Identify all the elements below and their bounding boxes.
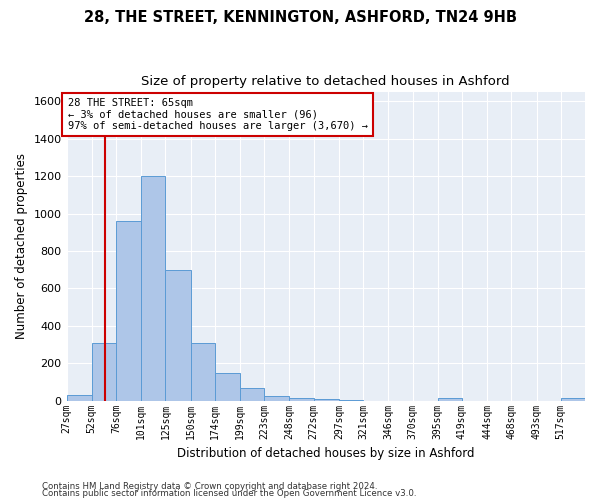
Text: Contains HM Land Registry data © Crown copyright and database right 2024.: Contains HM Land Registry data © Crown c… [42,482,377,491]
Bar [438,398,462,400]
Bar [314,399,339,400]
Bar [116,221,141,400]
Bar [191,342,215,400]
Bar [561,398,585,400]
Bar [141,176,166,400]
Bar [264,396,289,400]
Bar [166,270,191,400]
Text: Contains public sector information licensed under the Open Government Licence v3: Contains public sector information licen… [42,490,416,498]
Title: Size of property relative to detached houses in Ashford: Size of property relative to detached ho… [142,75,510,88]
Bar [240,388,264,400]
Bar [215,372,240,400]
Bar [289,398,314,400]
Y-axis label: Number of detached properties: Number of detached properties [15,154,28,340]
Bar [67,395,92,400]
Bar [92,342,116,400]
Text: 28 THE STREET: 65sqm
← 3% of detached houses are smaller (96)
97% of semi-detach: 28 THE STREET: 65sqm ← 3% of detached ho… [68,98,368,131]
Text: 28, THE STREET, KENNINGTON, ASHFORD, TN24 9HB: 28, THE STREET, KENNINGTON, ASHFORD, TN2… [83,10,517,25]
X-axis label: Distribution of detached houses by size in Ashford: Distribution of detached houses by size … [177,447,475,460]
